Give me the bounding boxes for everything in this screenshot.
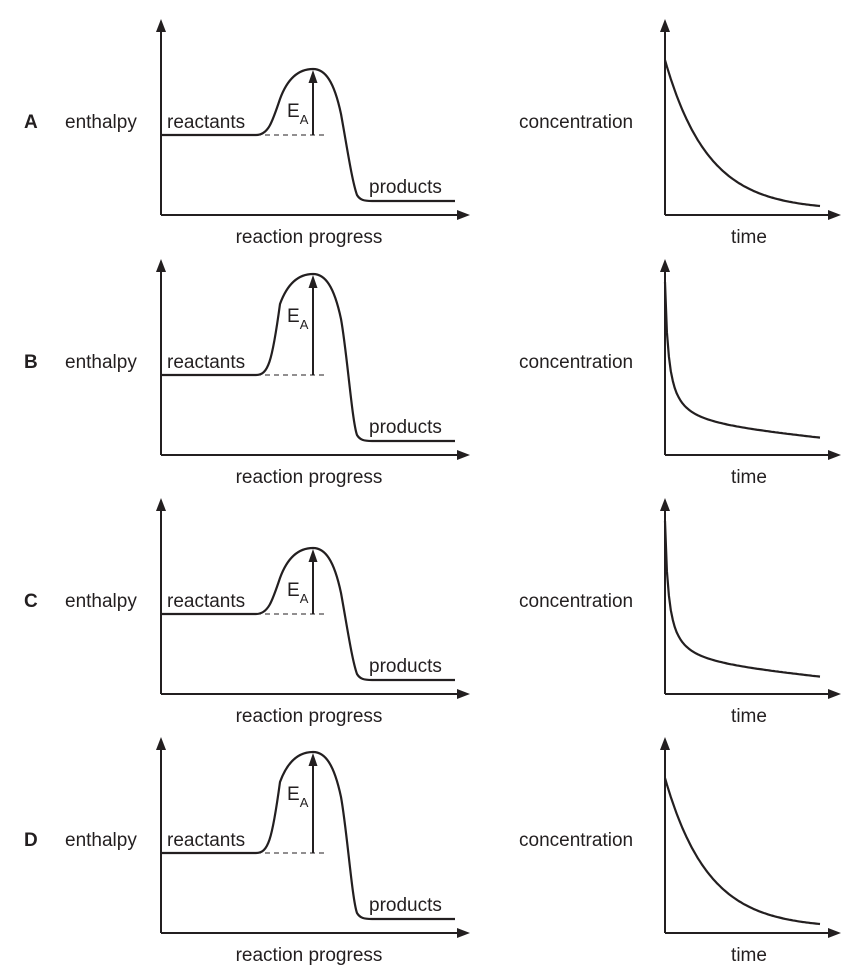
reactants-label: reactants	[167, 112, 245, 133]
activation-energy-symbol: E	[287, 784, 300, 805]
concentration-axis-label: concentration	[519, 591, 633, 612]
concentration-graph: concentration time	[519, 259, 841, 488]
activation-energy-label: EA	[287, 580, 309, 606]
activation-energy-label: EA	[287, 101, 309, 127]
activation-energy-label: EA	[287, 784, 309, 810]
enthalpy-axis-label: enthalpy	[65, 112, 137, 133]
concentration-decay-curve	[663, 777, 821, 926]
activation-energy-subscript: A	[300, 795, 309, 810]
activation-energy-symbol: E	[287, 101, 300, 122]
enthalpy-y-arrowhead	[156, 259, 166, 272]
activation-energy-arrowhead	[308, 70, 318, 83]
reaction-progress-label: reaction progress	[236, 467, 383, 488]
concentration-decay-curve	[663, 520, 821, 678]
activation-energy-arrowhead	[308, 753, 318, 766]
time-axis-label: time	[731, 467, 767, 488]
enthalpy-y-arrowhead	[156, 19, 166, 32]
enthalpy-axis-label: enthalpy	[65, 830, 137, 851]
time-axis-label: time	[731, 227, 767, 248]
activation-energy-subscript: A	[300, 591, 309, 606]
time-axis-label: time	[731, 945, 767, 966]
reactants-label: reactants	[167, 591, 245, 612]
activation-energy-label: EA	[287, 306, 309, 332]
activation-energy-arrowhead	[308, 275, 318, 288]
reaction-progress-label: reaction progress	[236, 706, 383, 727]
enthalpy-x-arrowhead	[457, 928, 470, 938]
energy-profile-curve	[162, 67, 455, 203]
concentration-graph: concentration time	[519, 19, 841, 248]
concentration-axis-label: concentration	[519, 352, 633, 373]
concentration-graph: concentration time	[519, 737, 841, 966]
concentration-y-arrowhead	[660, 259, 670, 272]
option-letter: C	[24, 591, 38, 612]
enthalpy-y-arrowhead	[156, 737, 166, 750]
products-label: products	[369, 895, 442, 916]
products-label: products	[369, 417, 442, 438]
activation-energy-symbol: E	[287, 306, 300, 327]
activation-energy-symbol: E	[287, 580, 300, 601]
option-letter: B	[24, 352, 38, 373]
enthalpy-x-arrowhead	[457, 450, 470, 460]
reactants-label: reactants	[167, 830, 245, 851]
reaction-progress-label: reaction progress	[236, 227, 383, 248]
energy-profile-curve	[162, 272, 455, 443]
enthalpy-x-arrowhead	[457, 689, 470, 699]
time-axis-label: time	[731, 706, 767, 727]
activation-energy-arrowhead	[308, 549, 318, 562]
concentration-graph: concentration time	[519, 498, 841, 727]
concentration-y-arrowhead	[660, 737, 670, 750]
concentration-decay-curve	[663, 59, 821, 208]
concentration-axis-label: concentration	[519, 112, 633, 133]
activation-energy-subscript: A	[300, 317, 309, 332]
concentration-y-arrowhead	[660, 19, 670, 32]
time-x-arrowhead	[828, 928, 841, 938]
enthalpy-axis-label: enthalpy	[65, 591, 137, 612]
option-letter: A	[24, 112, 38, 133]
time-x-arrowhead	[828, 450, 841, 460]
concentration-decay-curve	[663, 281, 821, 439]
energy-profile-curve	[162, 546, 455, 682]
activation-energy-subscript: A	[300, 112, 309, 127]
products-label: products	[369, 656, 442, 677]
reactants-label: reactants	[167, 352, 245, 373]
concentration-y-arrowhead	[660, 498, 670, 511]
enthalpy-axis-label: enthalpy	[65, 352, 137, 373]
time-x-arrowhead	[828, 210, 841, 220]
products-label: products	[369, 177, 442, 198]
time-x-arrowhead	[828, 689, 841, 699]
option-letter: D	[24, 830, 38, 851]
energy-profile-curve	[162, 750, 455, 921]
concentration-axis-label: concentration	[519, 830, 633, 851]
reaction-progress-label: reaction progress	[236, 945, 383, 966]
enthalpy-x-arrowhead	[457, 210, 470, 220]
enthalpy-y-arrowhead	[156, 498, 166, 511]
